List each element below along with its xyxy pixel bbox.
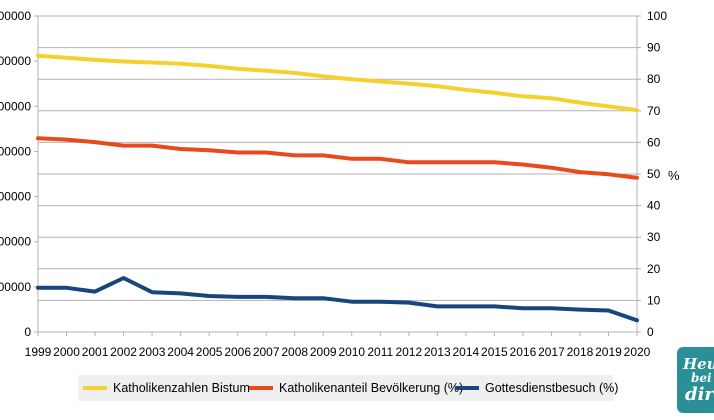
series-lines (36, 53, 639, 323)
left-axis-ticks: 0 1000000 2000000 3000000 4000000 5000000 6000… (0, 9, 31, 339)
legend-box (78, 375, 613, 401)
left-tick-label: 4000000 (0, 144, 31, 158)
x-tick-label: 2008 (281, 345, 308, 359)
left-tick-label: 7000000 (0, 9, 31, 23)
right-tick-label: 50 (647, 167, 661, 181)
right-tick-label: 10 (647, 293, 661, 307)
x-tick-label: 2005 (196, 345, 223, 359)
x-tick-label: 2003 (139, 345, 166, 359)
right-axis-title: % (668, 168, 680, 183)
right-tick-label: 70 (647, 104, 661, 118)
x-tick-label: 2004 (167, 345, 194, 359)
x-tick-label: 2002 (110, 345, 137, 359)
logo-text-line3: dir (685, 384, 714, 405)
left-tick-label: 6000000 (0, 54, 31, 68)
left-tick-label: 0 (24, 325, 31, 339)
right-tick-label: 60 (647, 135, 661, 149)
series-line (36, 53, 639, 113)
right-tick-label: 30 (647, 230, 661, 244)
x-tick-label: 2012 (395, 345, 422, 359)
left-tick-label: 3000000 (0, 190, 31, 204)
left-tick-label: 1000000 (0, 280, 31, 294)
x-tick-label: 2016 (510, 345, 537, 359)
series-line (36, 276, 639, 323)
right-tick-label: 80 (647, 72, 661, 86)
x-tick-label: 2020 (624, 345, 651, 359)
x-axis-ticks: 1999 2000 2001 2002 2003 2004 2005 2006 2007 2008… (25, 345, 651, 359)
x-tick-label: 2010 (338, 345, 365, 359)
legend: Katholikenzahlen Bistum Katholikenanteil … (78, 375, 618, 401)
x-tick-label: 2017 (538, 345, 565, 359)
legend-label: Gottesdienstbesuch (%) (485, 381, 618, 395)
x-tick-label: 2007 (253, 345, 280, 359)
x-tick-label: 2006 (224, 345, 251, 359)
x-tick-label: 2018 (567, 345, 594, 359)
legend-label: Katholikenanteil Bevölkerung (%) (279, 381, 463, 395)
x-tick-label: 2001 (82, 345, 109, 359)
gridlines (34, 15, 641, 336)
x-tick-label: 2013 (424, 345, 451, 359)
logo-text-line1: Heute (683, 355, 714, 373)
right-tick-label: 20 (647, 262, 661, 276)
x-tick-label: 1999 (25, 345, 52, 359)
left-tick-label: 2000000 (0, 235, 31, 249)
x-tick-label: 2019 (595, 345, 622, 359)
x-tick-label: 2014 (453, 345, 480, 359)
x-tick-label: 2000 (53, 345, 80, 359)
right-tick-label: 0 (647, 325, 654, 339)
x-tick-label: 2009 (310, 345, 337, 359)
x-tick-label: 2011 (367, 345, 393, 359)
logo-text-line2: bei (691, 371, 712, 385)
right-tick-label: 100 (647, 9, 667, 23)
legend-label: Katholikenzahlen Bistum (113, 381, 250, 395)
x-tick-label: 2015 (481, 345, 508, 359)
right-tick-label: 90 (647, 41, 661, 55)
right-axis-ticks: 0 10 20 30 40 50 60 70 80 90 100 (647, 9, 667, 339)
logo-badge: Heute bei dir (677, 347, 714, 413)
left-tick-label: 5000000 (0, 99, 31, 113)
series-line (36, 136, 639, 180)
right-tick-label: 40 (647, 199, 661, 213)
